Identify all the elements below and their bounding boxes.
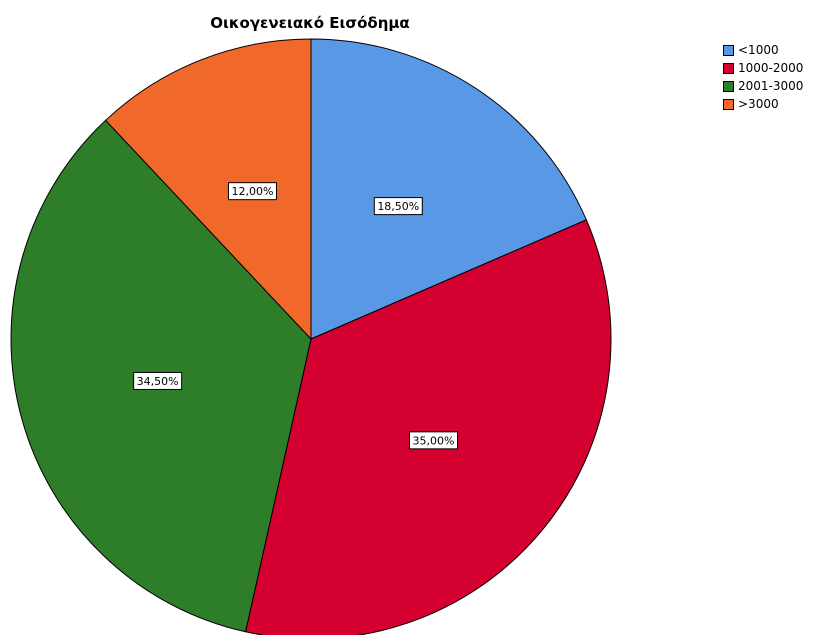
legend-label: 2001-3000	[738, 79, 804, 93]
pie-slice-1	[310, 38, 587, 340]
pie-slice-2	[244, 219, 612, 635]
data-label-text: 35,00%	[413, 434, 455, 447]
chart-title: Οικογενειακό Εισόδημα	[210, 14, 410, 32]
data-label-box	[227, 182, 277, 201]
legend-item-4: >3000	[723, 95, 803, 113]
legend-item-2: 1000-2000	[723, 59, 803, 77]
pie-slices	[10, 38, 612, 635]
legend-item-3: 2001-3000	[723, 77, 803, 95]
data-label-4: 12,00%	[227, 182, 277, 201]
data-label-3: 34,50%	[133, 371, 183, 390]
legend-swatch	[723, 80, 734, 92]
data-label-1: 18,50%	[373, 197, 423, 216]
chart-legend: <1000 1000-2000 2001-3000 >3000	[723, 41, 803, 113]
data-label-text: 18,50%	[377, 200, 419, 213]
legend-label: >3000	[738, 97, 779, 111]
legend-label: <1000	[738, 43, 779, 57]
legend-swatch	[723, 98, 734, 110]
data-label-box	[133, 371, 183, 390]
legend-swatch	[723, 62, 734, 74]
pie-slice-4	[104, 38, 312, 341]
pie-data-labels: 18,50% 35,00% 34,50% 12,00%	[133, 182, 459, 450]
data-label-text: 12,00%	[231, 185, 273, 198]
legend-item-1: <1000	[723, 41, 803, 59]
data-label-box	[373, 197, 423, 216]
legend-label: 1000-2000	[738, 61, 804, 75]
data-label-text: 34,50%	[137, 375, 179, 388]
data-label-box	[409, 431, 459, 450]
legend-swatch	[723, 44, 734, 56]
data-label-2: 35,00%	[409, 431, 459, 450]
